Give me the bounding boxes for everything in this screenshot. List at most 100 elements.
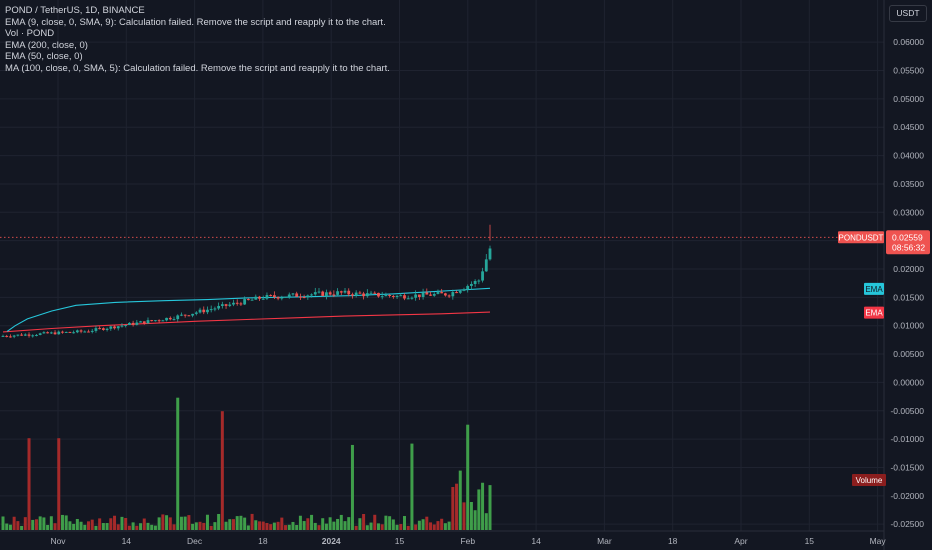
candle-body — [254, 296, 258, 300]
candle-body — [421, 292, 425, 297]
candle-body — [172, 319, 176, 321]
volume-bar — [339, 514, 343, 530]
volume-tag-text: Volume — [856, 476, 883, 485]
candle-body — [455, 292, 458, 294]
time-tick-label: 14 — [531, 536, 541, 546]
legend-line-ema50[interactable]: EMA (50, close, 0) — [5, 51, 83, 63]
volume-bar — [369, 522, 373, 530]
volume-bar — [458, 470, 462, 530]
volume-bar — [205, 514, 209, 530]
candle-body — [317, 291, 321, 293]
volume-bar — [116, 524, 120, 530]
volume-bar — [462, 502, 466, 530]
candle-body — [265, 295, 269, 299]
ema200-tag-text: EMA — [865, 309, 883, 318]
candle-body — [377, 292, 380, 297]
volume-bar — [250, 513, 254, 530]
candle-body — [232, 302, 235, 305]
candle-body — [373, 292, 377, 294]
candle-body — [202, 309, 206, 313]
volume-bar — [109, 518, 113, 530]
candle-body — [98, 328, 102, 330]
volume-bar — [191, 523, 195, 530]
ema-lines — [2, 287, 491, 333]
candle-body — [228, 304, 232, 306]
candle-body — [261, 298, 265, 300]
candle-body — [90, 330, 94, 332]
volume-bar — [161, 514, 165, 530]
candle-body — [101, 328, 105, 330]
volume-bar — [246, 525, 250, 530]
time-tick-label: Apr — [734, 536, 747, 546]
time-axis[interactable]: Nov 14 Dec 18 2024 15 Feb 14 Mar 18 Apr 15 May — [50, 536, 886, 546]
ema50-tag — [864, 282, 884, 295]
volume-bar — [20, 525, 24, 530]
volume-bar — [57, 438, 61, 530]
price-tick-label: -0.01500 — [890, 462, 924, 472]
candle-body — [470, 283, 473, 286]
candle-body — [488, 248, 492, 260]
candle-body — [313, 292, 317, 295]
volume-bar — [402, 516, 406, 530]
volume-bar — [466, 424, 470, 530]
volume-bar — [231, 519, 235, 530]
volume-bar — [291, 521, 295, 530]
candle-body — [180, 314, 183, 316]
candle-body — [127, 322, 131, 325]
grid — [0, 0, 884, 531]
legend-line-ma100[interactable]: MA (100, close, 0, SMA, 5): Calculation … — [5, 62, 390, 74]
candle-body — [46, 332, 50, 334]
candle-body — [183, 314, 187, 316]
volume-bar — [12, 516, 16, 530]
candle-body — [38, 333, 42, 335]
legend-line-ema9[interactable]: EMA (9, close, 0, SMA, 9): Calculation f… — [5, 16, 386, 28]
volume-bar — [105, 523, 109, 530]
candle-body — [384, 294, 388, 297]
volume-bar — [295, 524, 299, 530]
volume-bar — [53, 523, 57, 530]
candle-body — [27, 334, 31, 336]
legend-line-ema200[interactable]: EMA (200, close, 0) — [5, 39, 88, 51]
volume-bar — [153, 525, 157, 530]
volume-bar — [455, 483, 459, 530]
volume-bar — [198, 521, 202, 530]
candle-body — [20, 334, 23, 336]
candle-body — [280, 297, 284, 299]
volume-bar — [488, 485, 492, 530]
bar-countdown: 08:56:32 — [892, 242, 925, 252]
legend-title[interactable]: POND / TetherUS, 1D, BINANCE — [5, 5, 145, 16]
candle-body — [481, 271, 484, 281]
volume-bar — [384, 515, 388, 530]
candle-body — [351, 294, 354, 296]
candle-body — [395, 295, 399, 297]
candle-body — [295, 293, 299, 297]
candle-body — [425, 292, 429, 295]
candle-body — [325, 292, 328, 296]
candle-body — [410, 297, 414, 299]
currency-button[interactable]: USDT — [889, 5, 927, 22]
volume-bar — [414, 524, 418, 530]
volume-bar — [23, 517, 27, 530]
candle-body — [191, 313, 194, 316]
candle-body — [287, 294, 291, 297]
candle-body — [9, 336, 12, 338]
ema50-line — [6, 287, 491, 332]
candle-body — [380, 296, 384, 298]
volume-bar — [388, 516, 392, 530]
volume-bar — [336, 518, 340, 530]
volume-bar — [150, 524, 154, 530]
volume-bar — [436, 521, 440, 530]
price-tick-label: -0.00500 — [890, 406, 924, 416]
volume-bar — [362, 513, 366, 530]
volume-bar — [473, 510, 477, 530]
candle-body — [332, 294, 336, 296]
price-axis[interactable]: 0.06000 0.05500 0.05000 0.04500 0.04000 0.035… — [890, 37, 924, 529]
volume-bar — [135, 525, 139, 530]
price-tick-label: 0.00000 — [893, 377, 924, 387]
candle-body — [388, 294, 392, 296]
candle-body — [146, 320, 150, 324]
candle-body — [105, 328, 109, 330]
legend-line-volume[interactable]: Vol · POND — [5, 28, 55, 40]
